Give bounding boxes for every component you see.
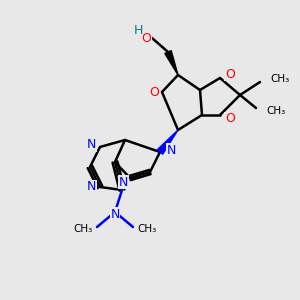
- Text: H: H: [133, 23, 143, 37]
- Text: O: O: [149, 85, 159, 98]
- Polygon shape: [157, 130, 178, 154]
- Text: CH₃: CH₃: [270, 74, 289, 84]
- Text: O: O: [141, 32, 151, 44]
- Text: N: N: [167, 143, 176, 157]
- Text: O: O: [225, 112, 235, 125]
- Text: N: N: [118, 176, 128, 188]
- Polygon shape: [165, 51, 178, 75]
- Text: N: N: [110, 208, 120, 220]
- Text: CH₃: CH₃: [137, 224, 156, 234]
- Text: CH₃: CH₃: [266, 106, 285, 116]
- Text: O: O: [225, 68, 235, 80]
- Text: N: N: [87, 181, 96, 194]
- Text: N: N: [87, 139, 96, 152]
- Text: CH₃: CH₃: [74, 224, 93, 234]
